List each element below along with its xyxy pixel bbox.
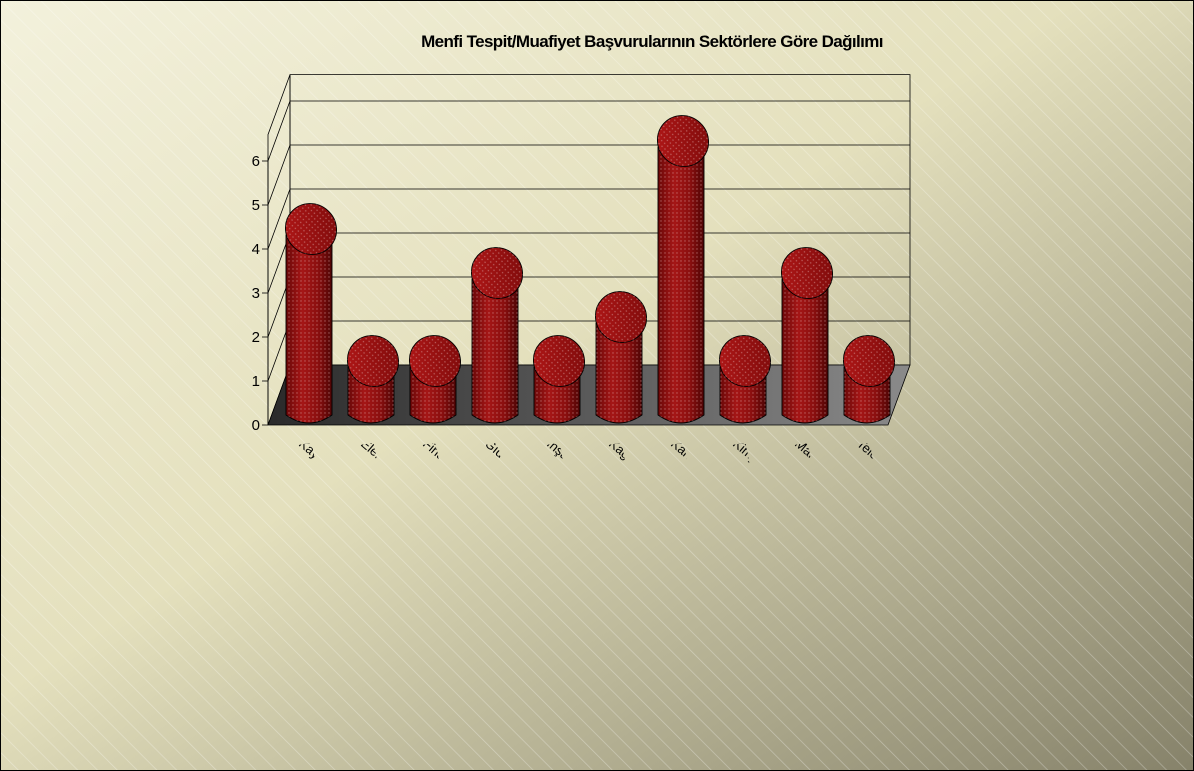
bar-top-texture xyxy=(843,335,895,387)
bar-top-texture xyxy=(471,247,523,299)
bar xyxy=(346,335,400,424)
bar-top-texture xyxy=(409,335,461,387)
bar-body-texture xyxy=(472,269,518,423)
y-tick-label: 2 xyxy=(252,329,260,346)
y-tick-label: 3 xyxy=(252,285,260,302)
y-tick-label: 6 xyxy=(252,153,260,170)
bar xyxy=(718,335,772,424)
bar-top-texture xyxy=(595,291,647,343)
bar-top-texture xyxy=(719,335,771,387)
bar xyxy=(780,247,834,424)
bar xyxy=(470,247,524,424)
bar xyxy=(408,335,462,424)
bar-top-texture xyxy=(347,335,399,387)
bar-body-texture xyxy=(658,137,704,423)
bar-body-texture xyxy=(286,225,332,423)
bar xyxy=(532,335,586,424)
y-tick-label: 0 xyxy=(252,417,260,434)
bar-body-texture xyxy=(782,269,828,423)
y-tick-label: 1 xyxy=(252,373,260,390)
bar-top-texture xyxy=(533,335,585,387)
y-axis: 0 1 2 3 4 5 6 xyxy=(252,153,269,434)
bar xyxy=(284,203,338,424)
y-tick-label: 5 xyxy=(252,197,260,214)
bars xyxy=(284,115,896,424)
chart-title: Menfi Tespit/Muafiyet Başvurularının Sek… xyxy=(421,32,883,51)
y-tick-label: 4 xyxy=(252,241,260,258)
bar-top-texture xyxy=(657,115,709,167)
bar xyxy=(656,115,710,424)
bar-top-texture xyxy=(285,203,337,255)
gridline xyxy=(267,100,910,162)
bar xyxy=(594,291,648,424)
bar-top-texture xyxy=(781,247,833,299)
bar xyxy=(842,335,896,424)
